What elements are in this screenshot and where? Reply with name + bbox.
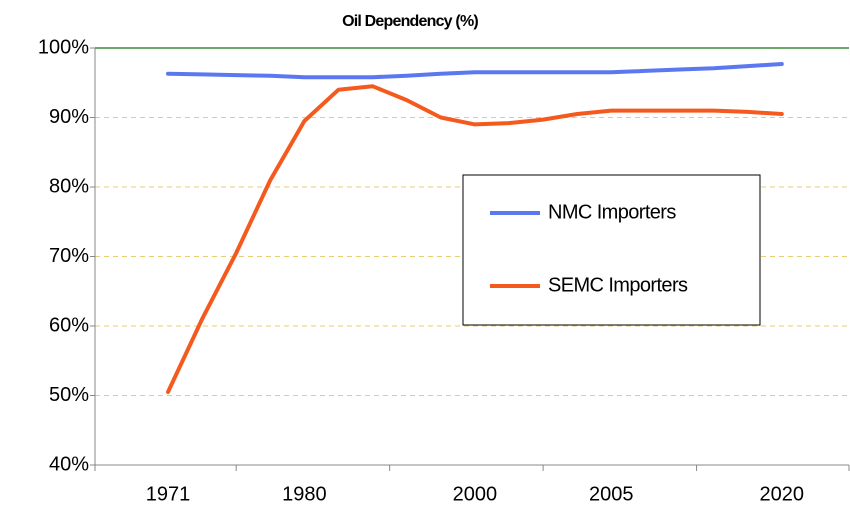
x-tick-label: 2000 [453, 483, 498, 505]
legend-box [462, 174, 761, 326]
y-tick-label: 70% [49, 245, 89, 267]
x-tick-label: 2005 [589, 483, 634, 505]
chart-title: Oil Dependency (%) [342, 13, 478, 30]
y-tick-label: 60% [49, 314, 89, 336]
legend-label: NMC Importers [548, 201, 676, 223]
legend-label: SEMC Importers [548, 274, 688, 296]
y-tick-label: 100% [38, 36, 89, 58]
x-tick-label: 1971 [146, 483, 191, 505]
y-tick-label: 80% [49, 175, 89, 197]
x-tick-label: 1980 [282, 483, 327, 505]
y-tick-label: 90% [49, 106, 89, 128]
x-tick-label: 2020 [760, 483, 805, 505]
series-line [166, 84, 784, 394]
y-tick-label: 40% [49, 453, 89, 475]
y-tick-label: 50% [49, 384, 89, 406]
series-line [166, 62, 784, 80]
